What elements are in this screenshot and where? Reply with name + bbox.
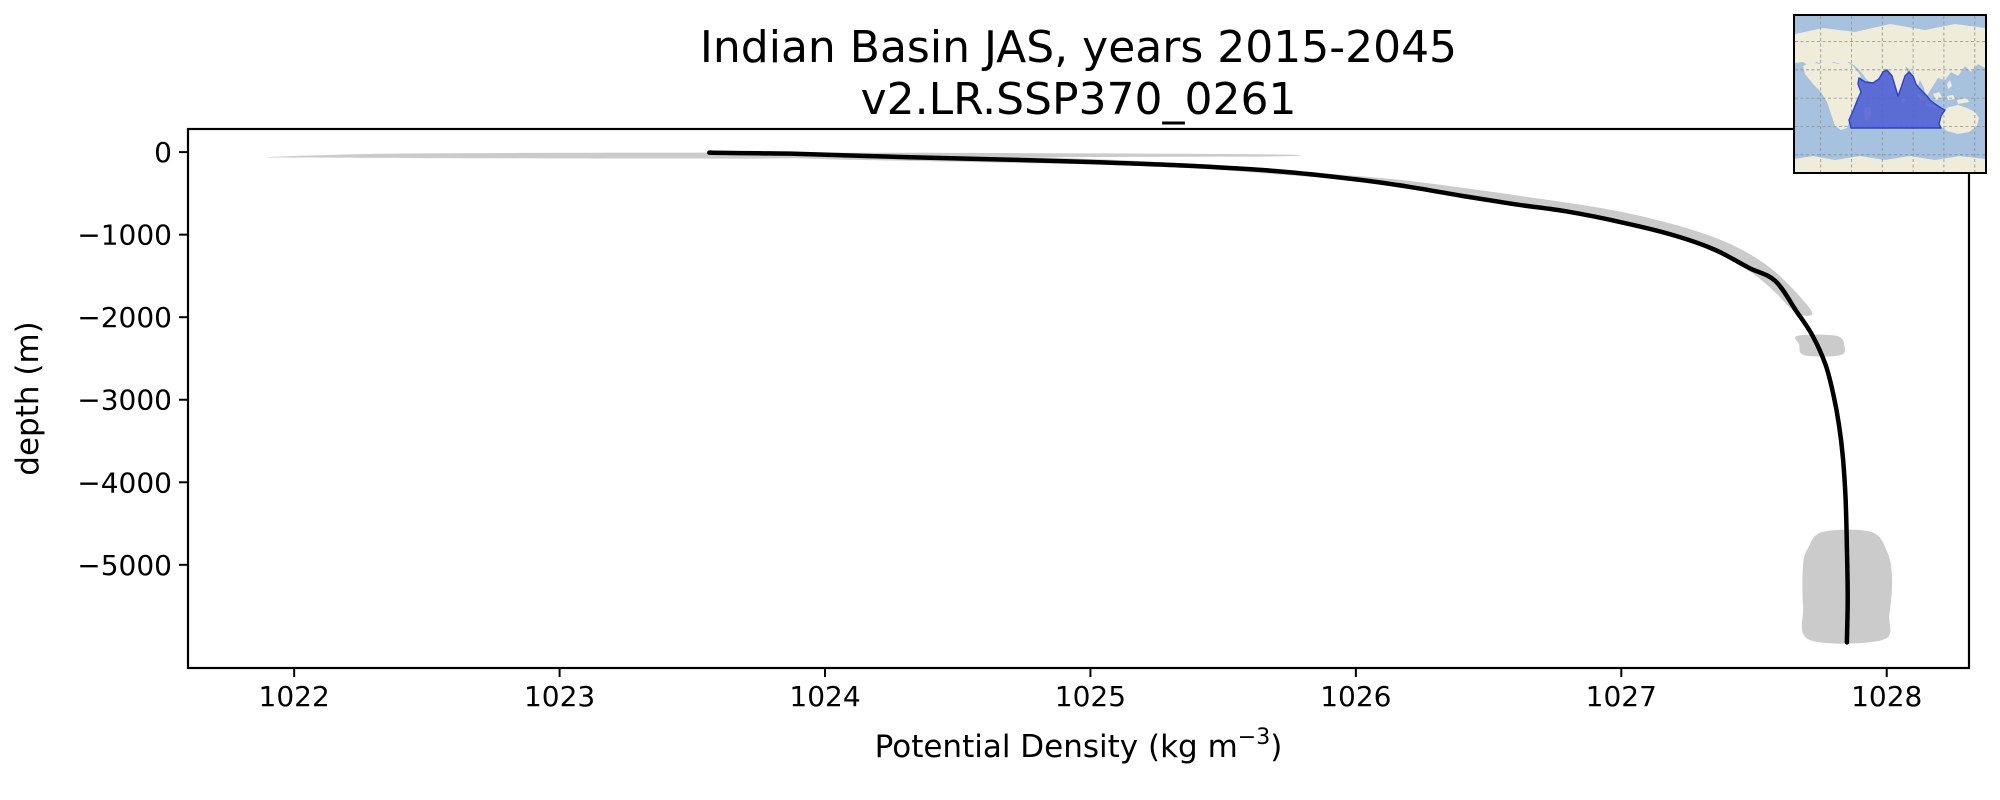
map-philippines [1947, 80, 1952, 89]
map-britain [1809, 41, 1815, 48]
y-tick-label: 0 [154, 136, 172, 169]
x-axis: 1022 1023 1024 1025 1026 1027 1028 [259, 668, 1922, 713]
y-tick-label: −5000 [77, 549, 172, 582]
y-axis-label: depth (m) [10, 321, 46, 475]
map-landmasses [1795, 24, 1985, 172]
chart-title-line1: Indian Basin JAS, years 2015-2045 [699, 22, 1458, 73]
map-sulawesi [1947, 95, 1955, 100]
chart-title: Indian Basin JAS, years 2015-2045 v2.LR.… [188, 22, 1969, 126]
y-tick-label: −2000 [77, 301, 172, 334]
x-tick-label: 1022 [259, 680, 330, 713]
map-japan [1967, 52, 1973, 60]
world-map [1795, 16, 1985, 172]
map-antarctica [1795, 156, 1985, 172]
region-inset-map [1793, 14, 1987, 174]
x-tick-label: 1028 [1851, 680, 1922, 713]
y-axis: 0 −1000 −2000 −3000 −4000 −5000 [77, 136, 188, 582]
x-tick-label: 1025 [1055, 680, 1126, 713]
map-eurasia [1795, 24, 1985, 100]
y-tick-label: −1000 [77, 219, 172, 252]
mean-profile-line [707, 150, 1850, 645]
map-new-guinea [1957, 98, 1969, 104]
map-australia [1938, 105, 1979, 134]
x-tick-label: 1026 [1320, 680, 1391, 713]
axes-spines [186, 127, 1971, 670]
x-tick-label: 1027 [1586, 680, 1657, 713]
map-indian-basin-region [1848, 69, 1946, 129]
x-tick-label: 1023 [524, 680, 595, 713]
envelope-patch [703, 152, 1813, 316]
y-tick-label: −4000 [77, 466, 172, 499]
chart-title-line2: v2.LR.SSP370_0261 [860, 74, 1297, 125]
map-africa [1803, 62, 1862, 130]
y-tick-label: −3000 [77, 384, 172, 417]
x-axis-label: Potential Density (kg m−3) [875, 725, 1283, 765]
x-tick-label: 1024 [789, 680, 860, 713]
